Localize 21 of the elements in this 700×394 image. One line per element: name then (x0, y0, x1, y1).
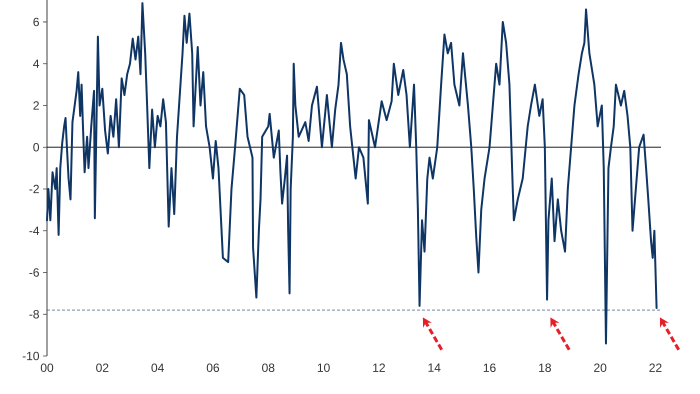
y-tick-label: -8 (29, 310, 39, 318)
y-tick-label: -10 (22, 352, 40, 360)
x-tick-label: 16 (484, 364, 496, 372)
x-tick-label: 10 (318, 364, 330, 372)
x-tick-label: 14 (428, 364, 441, 372)
y-tick-label: 0 (33, 143, 40, 152)
x-tick-label: 00 (40, 364, 54, 372)
y-tick-label: -4 (29, 226, 40, 235)
y-tick-label: 4 (33, 60, 40, 68)
x-tick-label: 06 (206, 364, 220, 372)
x-tick-label: 18 (539, 364, 551, 372)
x-tick-label: 08 (262, 364, 274, 372)
y-tick-label: -2 (29, 184, 39, 194)
x-tick-label: 20 (594, 364, 606, 372)
x-tick-label: 22 (649, 364, 662, 372)
y-tick-label: 2 (33, 101, 39, 110)
x-tick-label: 12 (373, 364, 385, 372)
y-tick-label: 6 (33, 18, 39, 26)
x-tick-label: 02 (96, 364, 108, 372)
x-tick-label: 04 (151, 364, 164, 372)
y-tick-label: -6 (29, 268, 39, 277)
